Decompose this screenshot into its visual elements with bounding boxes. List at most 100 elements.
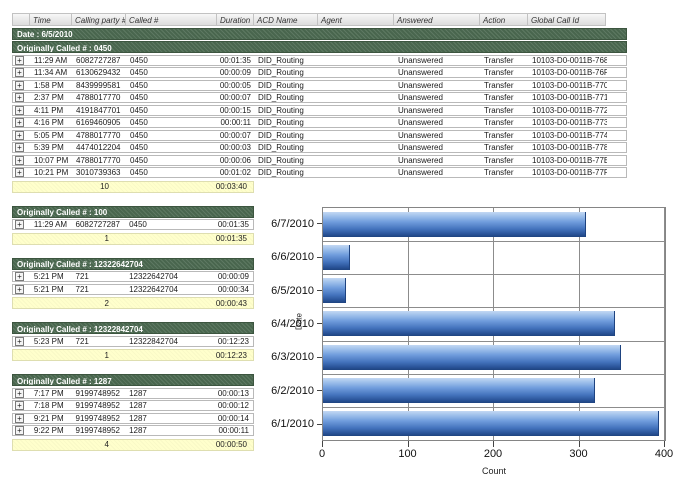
column-header-row: Time Calling party # Called # Duration ACD N…: [12, 13, 627, 26]
table-row: +7:18 PM 9199748952 1287 00:00:12: [12, 400, 254, 411]
cell-calling-party-: 4474012204: [76, 143, 121, 152]
cell-called-: 1287: [129, 426, 147, 435]
cell-time: 2:37 PM: [34, 93, 64, 102]
plot-area: [322, 207, 666, 441]
bar-band-6/5/2010: [323, 274, 665, 307]
summary-call-count: 1: [104, 350, 109, 360]
y-axis-labels: 6/7/2010 6/6/2010 6/5/2010 6/4/2010 6/3/2010…: [266, 207, 322, 441]
cell-time: 9:22 PM: [33, 426, 64, 435]
expand-row-button[interactable]: +: [15, 143, 24, 152]
cell-called-: 0450: [130, 68, 148, 77]
cell-global-call-id: 10103-D0-0011B-77F: [532, 168, 607, 177]
expand-row-button[interactable]: +: [15, 155, 24, 165]
cell-action: Transfer: [484, 143, 514, 152]
cell-called-: 0450: [130, 155, 148, 165]
cell-duration: 00:00:06: [219, 155, 251, 165]
expand-row-button[interactable]: +: [15, 388, 24, 398]
expand-row-button[interactable]: +: [15, 272, 24, 281]
table-row: +4:16 PM 6169460905 0450 00:00:11 DID_Routin…: [12, 117, 627, 128]
cell-global-call-id: 10103-D0-0011B-772: [532, 105, 607, 115]
cell-action: Transfer: [484, 118, 514, 127]
expand-row-button[interactable]: +: [15, 220, 24, 229]
summary-total-duration: 00:01:35: [215, 234, 247, 243]
bar-band-6/7/2010: [323, 208, 665, 241]
expand-cell: +: [13, 105, 31, 115]
summary-total-duration: 00:00:50: [215, 440, 247, 449]
cell-calling-party-: 721: [75, 336, 89, 346]
x-tick-mark: [407, 441, 409, 447]
call-log-report: Time Calling party # Called # Duration ACD N…: [12, 13, 627, 451]
expand-row-button[interactable]: +: [15, 401, 24, 410]
table-row: +7:17 PM 9199748952 1287 00:00:13: [12, 387, 254, 399]
x-axis-title: Count: [481, 466, 507, 476]
table-row: +5:21 PM 721 12322642704 00:00:09: [12, 271, 254, 282]
cell-duration: 00:00:34: [217, 284, 249, 294]
cell-called-: 1287: [129, 401, 147, 410]
column-header-answered: Answered: [394, 13, 480, 26]
horizontal-gridline: [323, 406, 665, 408]
group-header-bar: Originally Called # : 100: [12, 205, 254, 218]
cell-called-: 12322642704: [129, 284, 179, 294]
cell-answered: Unanswered: [398, 55, 443, 65]
cell-answered: Unanswered: [398, 143, 443, 152]
bar-6/1/2010: [323, 410, 659, 436]
expand-row-button[interactable]: +: [15, 426, 24, 435]
column-header-agent: Agent: [318, 13, 394, 26]
cell-acd-name: DID_Routing: [258, 155, 304, 165]
cell-time: 10:21 PM: [34, 168, 69, 177]
group-summary-row: 1 00:12:23: [12, 349, 254, 361]
group-header-bar: Originally Called # : 0450: [12, 41, 627, 53]
cell-action: Transfer: [484, 55, 514, 65]
cell-answered: Unanswered: [398, 130, 443, 140]
cell-duration: 00:00:05: [219, 80, 251, 90]
expand-row-button[interactable]: +: [15, 130, 24, 140]
x-axis-labels: 0 100 200 300 400: [266, 448, 676, 461]
expand-row-button[interactable]: +: [15, 80, 24, 90]
cell-time: 10:07 PM: [34, 155, 69, 165]
x-tick-label: 0: [318, 448, 326, 460]
expand-row-button[interactable]: +: [15, 168, 24, 177]
cell-calling-party-: 4788017770: [76, 93, 121, 102]
cell-calling-party-: 721: [75, 284, 89, 294]
column-header-calling-party-: Calling party #: [72, 13, 126, 26]
cell-global-call-id: 10103-D0-0011B-76F: [532, 68, 607, 77]
table-row: +2:37 PM 4788017770 0450 00:00:07 DID_Routin…: [12, 92, 627, 103]
expand-cell: +: [13, 68, 31, 77]
cell-global-call-id: 10103-D0-0011B-773: [532, 118, 607, 127]
cell-global-call-id: 10103-D0-0011B-77E: [532, 155, 607, 165]
group-header-bar: Originally Called # : 12322642704: [12, 257, 254, 270]
cell-duration: 00:00:13: [217, 388, 249, 398]
cell-called-: 0450: [130, 105, 148, 115]
cell-acd-name: DID_Routing: [258, 143, 304, 152]
x-tick-label: 200: [483, 448, 503, 460]
expand-row-button[interactable]: +: [15, 68, 24, 77]
table-row: +4:11 PM 4191847701 0450 00:00:15 DID_Routin…: [12, 104, 627, 116]
cell-time: 5:39 PM: [34, 143, 64, 152]
expand-cell: +: [13, 93, 31, 102]
table-row: +5:21 PM 721 12322642704 00:00:34: [12, 283, 254, 295]
cell-calling-party-: 721: [75, 272, 89, 281]
cell-calling-party-: 4191847701: [76, 105, 121, 115]
cell-answered: Unanswered: [398, 105, 443, 115]
expand-row-button[interactable]: +: [15, 93, 24, 102]
expand-cell: +: [13, 388, 31, 398]
expand-row-button[interactable]: +: [15, 413, 24, 423]
cell-duration: 00:00:11: [220, 118, 251, 127]
cell-time: 5:21 PM: [33, 272, 64, 281]
x-tick-mark: [322, 441, 323, 447]
cell-time: 11:29 AM: [34, 55, 68, 65]
expand-row-button[interactable]: +: [15, 105, 24, 115]
x-tick-mark: [493, 441, 494, 447]
table-row: +10:07 PM 4788017770 0450 00:00:06 DID_Routi…: [12, 154, 627, 166]
expand-row-button[interactable]: +: [15, 284, 24, 294]
expand-row-button[interactable]: +: [15, 55, 24, 65]
column-header-action: Action: [480, 13, 528, 26]
table-row: +5:23 PM 721 12322842704 00:12:23: [12, 335, 254, 347]
expand-row-button[interactable]: +: [15, 118, 24, 127]
cell-acd-name: DID_Routing: [258, 118, 304, 127]
summary-call-count: 1: [104, 234, 109, 243]
bar-6/3/2010: [323, 344, 621, 370]
horizontal-gridline: [323, 274, 665, 276]
expand-row-button[interactable]: +: [15, 336, 24, 346]
cell-answered: Unanswered: [398, 68, 443, 77]
